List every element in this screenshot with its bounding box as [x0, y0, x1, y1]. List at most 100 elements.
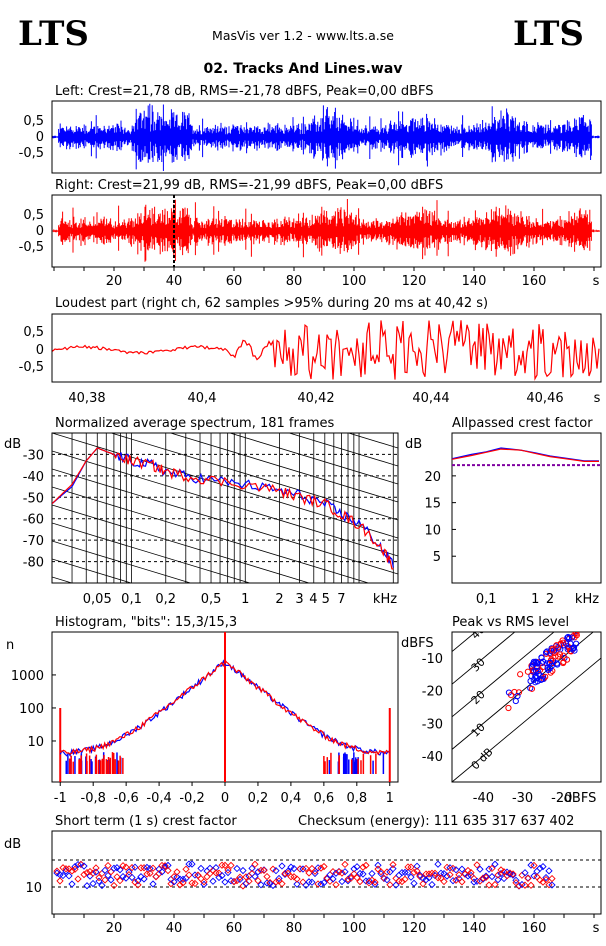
histogram-ytick: 1000 [11, 669, 44, 684]
left-ytick: -0,5 [19, 146, 44, 161]
crest-ytick: 5 [433, 550, 441, 565]
peak-rms-point [572, 632, 579, 635]
short-crest-point [128, 873, 136, 882]
short-crest-point [464, 866, 472, 875]
short-crest-point [428, 869, 436, 877]
spectrum-slope-line [52, 325, 398, 430]
short-crest-point [113, 873, 121, 881]
right-ytick: -0,5 [19, 240, 44, 255]
left-waveform-panel: 0,5 0 -0,5 [19, 100, 602, 174]
short-crest-point [434, 860, 442, 868]
crest-curves [451, 447, 601, 467]
short-crest-point [98, 881, 106, 890]
app-title: MasVis ver 1.2 - www.lts.a.se [212, 28, 394, 43]
short-crest-point [74, 860, 82, 869]
peak-rms-xtick: -40 [473, 791, 494, 806]
short-crest-point [95, 874, 103, 882]
short-crest-point [365, 877, 373, 885]
short-crest-point [236, 873, 244, 881]
short-crest-point [407, 863, 415, 871]
short-crest-point [215, 873, 223, 882]
crest-xtick: 2 [546, 592, 554, 607]
peak-rms-point [539, 658, 547, 665]
peak-rms-point [538, 660, 545, 667]
short-crest-scatter [53, 860, 556, 890]
time-tick-label: 80 [286, 274, 303, 289]
peak-rms-point [564, 634, 571, 641]
time-tick-label: 100 [342, 274, 367, 289]
crest-series [451, 448, 599, 462]
short-crest-point [305, 869, 313, 877]
peak-rms-point [564, 633, 572, 641]
short-crest-point [317, 880, 325, 888]
short-crest-point [404, 868, 412, 877]
short-crest-point [101, 866, 109, 874]
short-crest-point [65, 865, 73, 873]
spectrum-slope-line [52, 468, 398, 575]
peak-rms-xtick: -30 [512, 791, 533, 806]
peak-rms-point [543, 648, 550, 655]
spectrum-xtick: 0,5 [201, 592, 222, 607]
histogram-xtick: -0,4 [146, 791, 171, 806]
spectrum-slope-line [52, 433, 398, 539]
peak-rms-point [545, 666, 552, 674]
histogram-xtick: 1 [386, 791, 394, 806]
crest-plot-frame [451, 432, 602, 584]
short-crest-point [302, 864, 310, 873]
spectrum-ytick: -70 [23, 534, 44, 549]
short-crest-point [227, 877, 235, 885]
short-crest-point [440, 877, 448, 886]
short-crest-point [134, 877, 142, 885]
short-crest-point [431, 869, 439, 877]
spectrum-slope-line [52, 522, 252, 583]
peak-rms-point [566, 644, 573, 651]
short-crest-point [320, 879, 328, 887]
spectrum-plot-frame [51, 432, 399, 584]
short-crest-point [521, 869, 529, 877]
loudest-xtick: 40,38 [68, 391, 105, 406]
histogram-xtick: 0,8 [346, 791, 367, 806]
short-crest-point [338, 877, 346, 886]
short-crest-point [140, 875, 148, 883]
short-crest-point [488, 864, 496, 873]
short-crest-point [419, 880, 427, 888]
short-crest-point [413, 862, 421, 870]
peak-rms-point [546, 659, 554, 666]
peak-rms-ytick: -10 [422, 652, 443, 667]
time-axis: 20 40 60 80 100 120 140 160 s [53, 267, 600, 289]
short-crest-point [83, 882, 91, 890]
short-crest-point [254, 868, 262, 876]
time-unit: s [593, 274, 600, 289]
loudest-x-axis: 40,38 40,4 40,42 40,44 40,46 s [68, 391, 600, 406]
short-crest-point [203, 873, 211, 881]
short-crest-point [71, 865, 79, 873]
loudest-waveform [52, 320, 600, 381]
peak-rms-plot-frame [451, 631, 602, 783]
loudest-trace [52, 320, 600, 381]
right-ytick: 0,5 [23, 208, 44, 223]
short-crest-point [398, 869, 406, 877]
short-crest-point [143, 870, 151, 878]
histogram-axes: 1000 100 10 -1 -0,8 -0,6 -0,4 -0,2 0 0,2 0,4 0,6 0,8… [11, 669, 394, 806]
short-crest-point [281, 869, 289, 878]
short-crest-point [287, 873, 295, 881]
peak-rms-point [560, 659, 567, 667]
short-crest-point [278, 879, 286, 888]
histogram-curves [59, 631, 391, 782]
histogram-panel-label: Histogram, "bits": 15,3/15,3 [55, 615, 237, 630]
short-crest-time-axis: 20 40 60 80 100 120 140 160 s [53, 914, 600, 936]
short-crest-point [350, 865, 358, 873]
short-crest-point [452, 866, 460, 874]
peak-rms-diag-label: 40 [469, 623, 488, 642]
short-crest-point [86, 867, 94, 876]
short-crest-ytick: 10 [25, 881, 42, 896]
short-crest-point [125, 868, 133, 876]
short-crest-point [332, 881, 340, 889]
short-crest-point [383, 868, 391, 876]
short-crest-point [161, 862, 169, 870]
time-tick-label: 80 [286, 921, 303, 936]
peak-rms-point [530, 667, 537, 674]
short-crest-point [422, 870, 430, 878]
short-crest-point [212, 869, 220, 877]
